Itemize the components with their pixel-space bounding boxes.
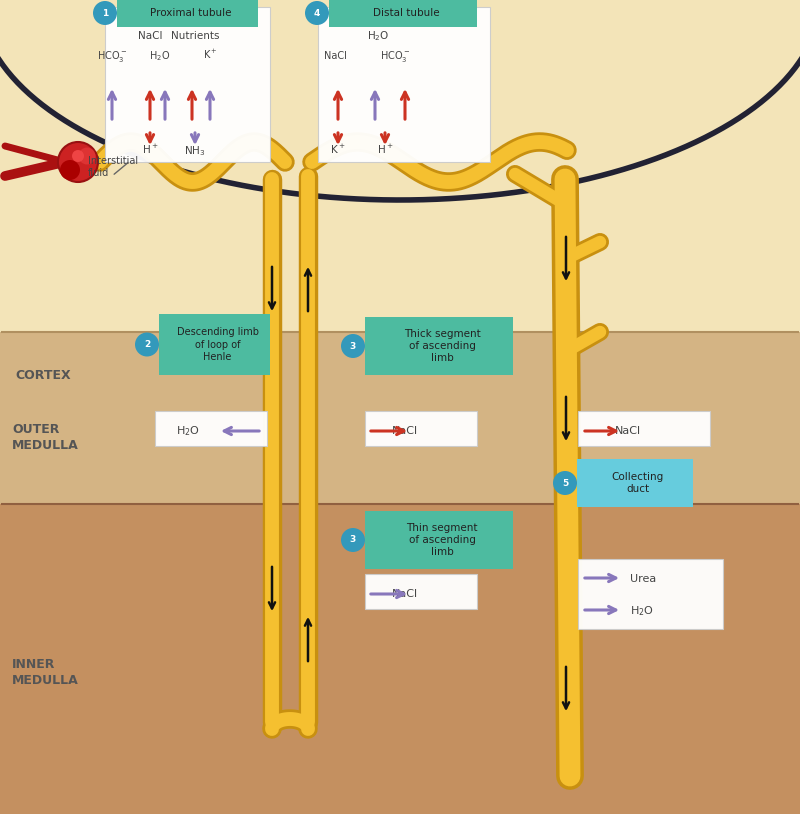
Text: 3: 3 [350, 342, 356, 351]
FancyBboxPatch shape [578, 559, 723, 629]
FancyBboxPatch shape [117, 0, 258, 27]
FancyBboxPatch shape [577, 459, 693, 507]
FancyBboxPatch shape [578, 411, 710, 446]
Text: HCO$_3^-$: HCO$_3^-$ [380, 49, 410, 64]
FancyBboxPatch shape [105, 7, 270, 162]
Text: Nutrients: Nutrients [170, 31, 219, 41]
Text: 3: 3 [350, 536, 356, 545]
Text: NH$_3$: NH$_3$ [184, 144, 206, 158]
Ellipse shape [60, 160, 80, 180]
Text: NaCl: NaCl [615, 426, 641, 436]
Text: Distal tubule: Distal tubule [373, 8, 439, 18]
Bar [0, 332, 800, 504]
Text: K$^+$: K$^+$ [202, 48, 218, 61]
Ellipse shape [72, 150, 84, 162]
Circle shape [93, 1, 117, 25]
Ellipse shape [78, 147, 95, 164]
FancyBboxPatch shape [155, 411, 267, 446]
FancyBboxPatch shape [318, 7, 490, 162]
FancyBboxPatch shape [159, 314, 270, 375]
Text: NaCl: NaCl [392, 589, 418, 599]
Text: Thick segment
of ascending
limb: Thick segment of ascending limb [404, 329, 480, 363]
Circle shape [305, 1, 329, 25]
Text: CORTEX: CORTEX [15, 369, 70, 382]
Ellipse shape [58, 142, 98, 182]
Text: 4: 4 [314, 8, 320, 17]
Circle shape [341, 334, 365, 358]
Text: H$^+$: H$^+$ [377, 143, 394, 156]
FancyBboxPatch shape [329, 0, 477, 27]
Text: Thin segment
of ascending
limb: Thin segment of ascending limb [406, 523, 478, 558]
Text: Collecting
duct: Collecting duct [612, 472, 664, 494]
Text: HCO$_3^-$: HCO$_3^-$ [97, 49, 127, 64]
Text: OUTER
MEDULLA: OUTER MEDULLA [12, 423, 78, 452]
Text: NaCl: NaCl [392, 426, 418, 436]
Text: 5: 5 [562, 479, 568, 488]
Text: NaCl: NaCl [323, 51, 346, 61]
Circle shape [341, 528, 365, 552]
FancyBboxPatch shape [365, 411, 477, 446]
Text: Descending limb
of loop of
Henle: Descending limb of loop of Henle [177, 327, 258, 362]
Text: Interstitial
fluid: Interstitial fluid [88, 155, 138, 178]
Text: Proximal tubule: Proximal tubule [150, 8, 231, 18]
FancyBboxPatch shape [365, 317, 513, 375]
Text: Urea: Urea [630, 574, 656, 584]
Bar [0, 504, 800, 814]
Circle shape [553, 471, 577, 495]
Text: H$_2$O: H$_2$O [630, 604, 654, 618]
Text: H$^+$: H$^+$ [142, 143, 158, 156]
Text: K$^+$: K$^+$ [330, 143, 346, 156]
FancyBboxPatch shape [365, 574, 477, 609]
Bar [0, 0, 800, 332]
FancyBboxPatch shape [365, 511, 513, 569]
Text: H$_2$O: H$_2$O [366, 29, 390, 43]
Circle shape [135, 332, 159, 357]
Text: 2: 2 [144, 340, 150, 349]
Text: 1: 1 [102, 8, 108, 17]
Text: H$_2$O: H$_2$O [176, 424, 200, 438]
Text: INNER
MEDULLA: INNER MEDULLA [12, 658, 78, 687]
Text: NaCl: NaCl [138, 31, 162, 41]
Text: H$_2$O: H$_2$O [150, 49, 170, 63]
